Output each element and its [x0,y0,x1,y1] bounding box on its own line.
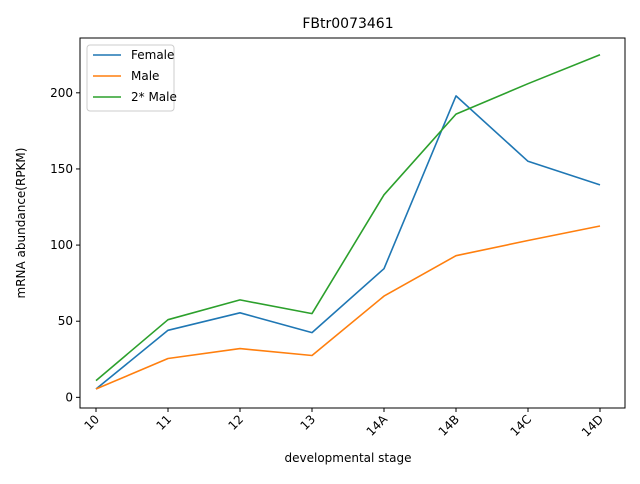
x-tick-label: 14D [579,412,606,439]
x-tick-label: 11 [153,412,174,433]
legend-box [86,44,175,112]
series-line-1 [95,225,601,390]
y-tick-label: 0 [65,390,73,404]
series-line-2 [95,53,601,382]
legend-label: Male [131,69,159,83]
y-axis: 0 50 100 150 200 [50,86,80,404]
y-tick-label: 200 [50,86,73,100]
x-axis: 10 11 12 13 14A 14B 14C 14D [81,408,606,439]
y-axis-label: mRNA abundance(RPKM) [14,148,28,299]
x-axis-label: developmental stage [285,451,412,465]
y-tick-label: 100 [50,238,73,252]
legend-label: Female [131,48,174,62]
series-line-0 [95,95,601,390]
x-tick-label: 12 [225,412,246,433]
legend: Female Male 2* Male [86,44,177,112]
y-tick-label: 150 [50,162,73,176]
x-tick-label: 14A [364,412,391,439]
chart-title: FBtr0073461 [302,16,393,32]
x-tick-label: 14C [507,412,534,439]
legend-label: 2* Male [131,90,177,104]
plot-frame [79,37,626,409]
x-tick-label: 14B [436,412,463,439]
plot-lines [95,53,601,390]
x-tick-label: 10 [81,412,102,433]
x-tick-label: 13 [297,412,318,433]
y-tick-label: 50 [58,314,73,328]
